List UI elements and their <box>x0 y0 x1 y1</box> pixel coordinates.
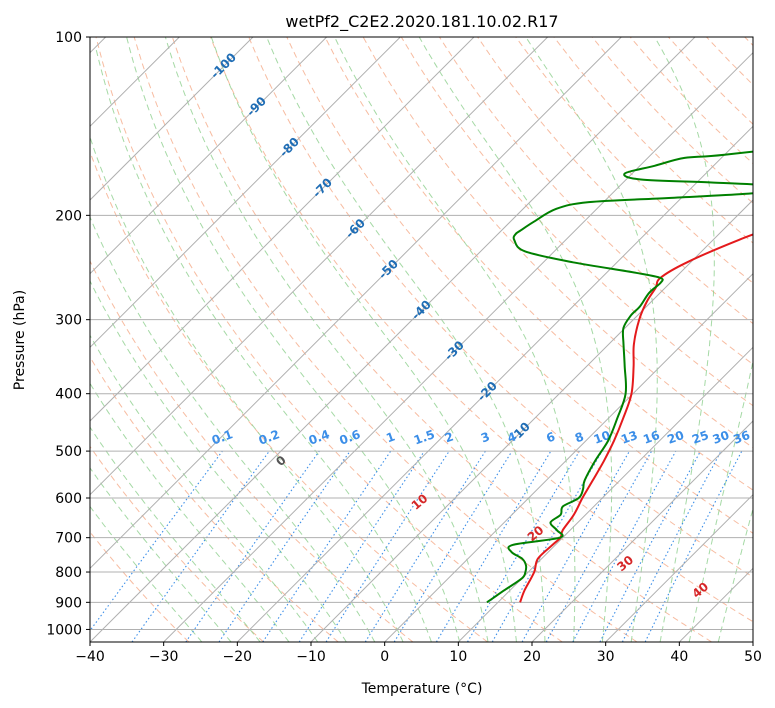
dry-adiabat-line <box>210 37 753 623</box>
dry-adiabat-line <box>90 356 339 642</box>
profiles <box>486 150 753 604</box>
moist-adiabat-line <box>266 37 546 642</box>
y-tick-label: 1000 <box>46 622 82 638</box>
dry-adiabat-line <box>90 259 414 642</box>
x-axis: −40 −30 −20 −10 0 10 20 30 40 50 <box>75 642 762 665</box>
mixing-ratio-label: 20 <box>665 428 685 447</box>
mixing-ratio-line <box>325 450 450 642</box>
moist-adiabats <box>90 37 753 642</box>
isotherm-line <box>310 199 753 642</box>
x-tick-label: 0 <box>380 649 389 665</box>
x-axis-label: Temperature (°C) <box>361 681 483 697</box>
mixing-ratio-line <box>298 450 425 642</box>
y-tick-label: 700 <box>55 531 82 547</box>
y-tick-label: 500 <box>55 444 82 460</box>
mixing-ratio-line <box>644 450 743 642</box>
moist-adiabat-line <box>688 358 753 642</box>
mixing-ratio-label: 36 <box>731 428 751 447</box>
mixing-ratio-label: 0.4 <box>307 427 332 447</box>
moist-adiabat-line <box>90 279 347 642</box>
isotherm-line <box>90 37 475 422</box>
x-tick-label: −20 <box>223 649 253 665</box>
chart-title: wetPf2_C2E2.2020.181.10.02.R17 <box>285 12 558 32</box>
mixing-ratio-lines <box>90 450 743 642</box>
mixing-ratio-line <box>262 450 392 642</box>
moist-adiabat-line <box>418 37 613 642</box>
mixing-ratio-line <box>218 450 351 642</box>
pressure-gridlines <box>90 37 753 630</box>
mixing-ratio-label: 30 <box>711 428 731 447</box>
isotherm-line <box>90 37 328 275</box>
isotherm-line <box>90 37 622 570</box>
moist-adiabat-line <box>95 49 432 642</box>
dry-adiabat-line <box>286 37 753 534</box>
isotherm-line <box>90 37 254 201</box>
isotherm-line <box>605 493 753 642</box>
x-tick-label: −10 <box>296 649 326 665</box>
mixing-ratio-label: 25 <box>690 428 710 447</box>
x-tick-label: −30 <box>149 649 179 665</box>
mixing-ratio-label: 0.6 <box>338 427 363 447</box>
dry-adiabat-line <box>90 445 264 642</box>
y-tick-label: 800 <box>55 565 82 581</box>
moist-adiabat-line <box>654 37 715 642</box>
dry-adiabat-line <box>515 37 753 284</box>
mixing-ratio-label: 13 <box>619 428 639 447</box>
moist-adiabat-line <box>334 37 576 642</box>
isotherm-line <box>163 51 753 642</box>
isotherms <box>90 37 753 642</box>
x-tick-label: 20 <box>523 649 541 665</box>
moist-adiabat-line <box>525 37 658 642</box>
x-tick-label: −40 <box>75 649 105 665</box>
isotherm-line <box>90 37 549 496</box>
isotherm-line <box>236 125 753 642</box>
y-tick-label: 300 <box>55 313 82 329</box>
dry-adiabat-line <box>95 37 563 642</box>
y-tick-label: 400 <box>55 387 82 403</box>
dry-adiabat-line <box>248 37 753 578</box>
mixing-ratio-label: 0.1 <box>210 427 235 447</box>
dry-adiabat-line <box>171 37 712 642</box>
y-axis: 100 200 300 400 500 600 700 800 900 1000 <box>46 30 90 638</box>
moist-adiabat-line <box>164 37 489 642</box>
moist-adiabat-line <box>90 215 376 642</box>
mixing-ratio-line <box>572 450 677 642</box>
dry-adiabat-line <box>324 37 753 491</box>
y-tick-label: 200 <box>55 208 82 224</box>
plot-frame <box>89 36 754 643</box>
isotherm-line <box>90 37 401 349</box>
x-tick-label: 30 <box>597 649 615 665</box>
moist-adiabat-line <box>210 37 517 642</box>
y-tick-label: 900 <box>55 595 82 611</box>
moist-adiabat-line <box>717 506 753 642</box>
y-tick-label: 600 <box>55 491 82 507</box>
x-tick-label: 40 <box>670 649 688 665</box>
isotherm-line <box>384 272 753 642</box>
y-axis-label: Pressure (hPa) <box>12 290 28 390</box>
mixing-ratio-line <box>521 450 630 642</box>
mixing-ratio-label: 1.5 <box>412 427 437 447</box>
mixing-ratio-line <box>185 450 320 642</box>
mixing-ratio-label: 0.2 <box>257 427 282 447</box>
mixing-ratio-line <box>393 450 513 642</box>
dewpoint-profile-line <box>486 150 753 604</box>
isotherm-line <box>457 346 753 642</box>
moist-adiabat-line <box>90 426 261 642</box>
mixing-ratio-line <box>545 450 653 642</box>
moist-adiabat-line <box>90 135 404 642</box>
moist-adiabat-line <box>90 467 232 642</box>
moist-adiabat-line <box>90 382 290 642</box>
mixing-ratio-label: 16 <box>641 428 661 447</box>
moist-adiabat-line <box>90 334 319 642</box>
isotherm-line <box>90 37 696 642</box>
mixing-ratio-line <box>90 450 223 632</box>
moist-adiabat-line <box>126 37 461 642</box>
isotherm-line <box>531 420 753 642</box>
x-tick-label: 10 <box>449 649 467 665</box>
x-tick-label: 50 <box>744 649 762 665</box>
mixing-ratio-line <box>131 450 270 642</box>
y-tick-label: 100 <box>55 30 82 46</box>
